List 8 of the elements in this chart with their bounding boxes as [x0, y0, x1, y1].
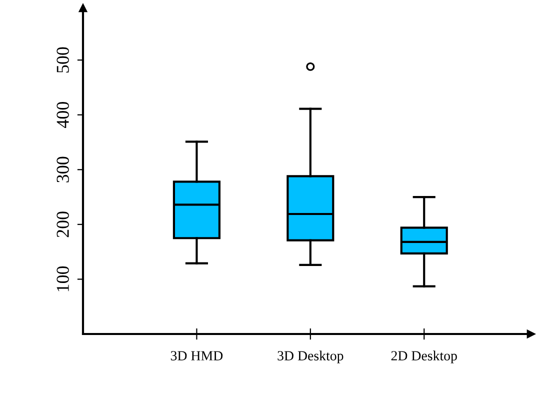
x-tick-label: 2D Desktop: [391, 350, 457, 364]
y-tick-label: 500: [56, 47, 69, 73]
y-tick-label: 100: [56, 266, 69, 292]
y-tick-label: 300: [56, 156, 69, 182]
y-tick-label: 200: [56, 212, 69, 238]
y-tick-label: 400: [56, 102, 69, 128]
x-tick-label: 3D Desktop: [278, 350, 344, 364]
x-tick-label: 3D HMD: [170, 351, 223, 360]
